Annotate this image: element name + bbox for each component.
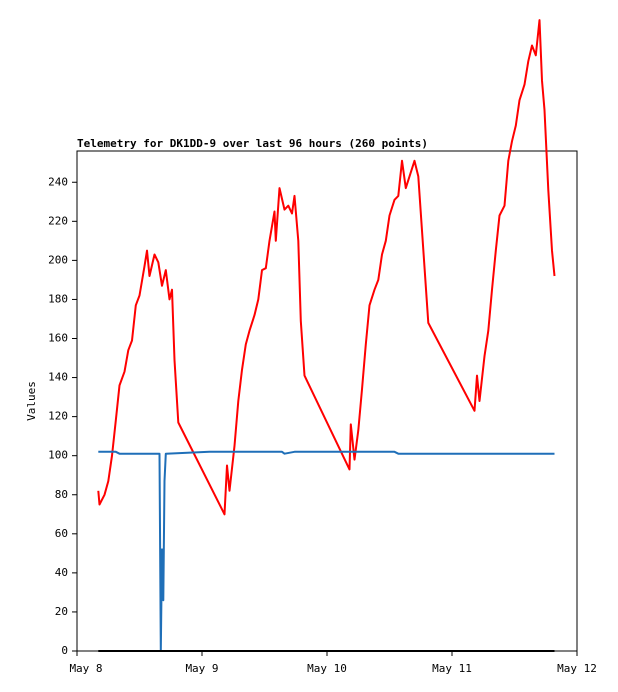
series-line: [97, 19, 556, 516]
y-tick-label: 100: [48, 449, 68, 462]
series-line: [98, 450, 555, 652]
x-tick-label: May 9: [185, 662, 218, 675]
y-tick-label: 120: [48, 410, 68, 423]
x-tick-label: May 8: [69, 662, 102, 675]
x-tick-label: May 12: [557, 662, 597, 675]
y-tick-label: 180: [48, 292, 68, 305]
y-tick-label: 200: [48, 253, 68, 266]
plot-frame: [76, 150, 578, 652]
y-tick-label: 0: [61, 644, 68, 657]
x-tick-label: May 10: [307, 662, 347, 675]
y-axis-label: Values: [25, 381, 38, 421]
x-tick-label: May 11: [432, 662, 472, 675]
y-tick-label: 40: [55, 566, 68, 579]
y-tick-label: 140: [48, 371, 68, 384]
y-tick-label: 20: [55, 605, 68, 618]
chart-title: Telemetry for DK1DD-9 over last 96 hours…: [77, 137, 428, 150]
y-tick-label: 80: [55, 488, 68, 501]
y-tick-label: 60: [55, 527, 68, 540]
y-tick-label: 240: [48, 175, 68, 188]
y-tick-label: 220: [48, 214, 68, 227]
y-tick-label: 160: [48, 332, 68, 345]
